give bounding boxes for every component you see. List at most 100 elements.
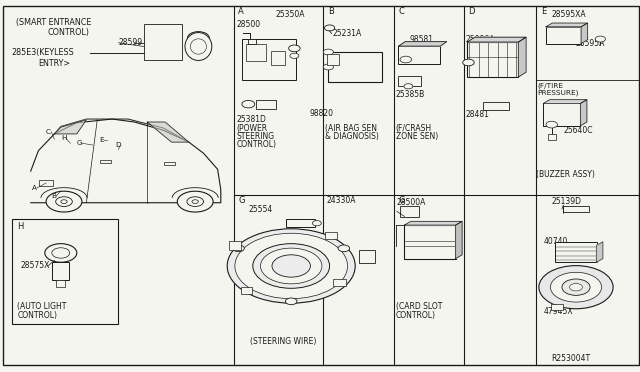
Bar xyxy=(548,134,556,140)
Bar xyxy=(545,27,581,44)
Text: 25385B: 25385B xyxy=(396,90,425,99)
Bar xyxy=(333,279,346,286)
Circle shape xyxy=(233,245,244,252)
Circle shape xyxy=(546,121,557,128)
Polygon shape xyxy=(456,221,462,259)
Text: PRESSURE): PRESSURE) xyxy=(538,90,579,96)
Text: 25640C: 25640C xyxy=(563,126,593,135)
Polygon shape xyxy=(54,120,86,134)
Bar xyxy=(164,162,175,165)
Circle shape xyxy=(570,283,582,291)
Bar xyxy=(256,100,276,109)
Circle shape xyxy=(539,266,613,309)
Circle shape xyxy=(45,244,77,262)
Text: 28500: 28500 xyxy=(237,20,261,29)
Bar xyxy=(483,102,509,110)
Text: D: D xyxy=(115,142,121,148)
Polygon shape xyxy=(596,242,603,262)
Bar xyxy=(39,180,53,186)
Circle shape xyxy=(562,279,590,295)
Text: R253004T: R253004T xyxy=(552,355,591,363)
Circle shape xyxy=(187,197,204,206)
Text: ENTRY>: ENTRY> xyxy=(38,59,70,68)
Circle shape xyxy=(52,248,70,258)
Text: G: G xyxy=(77,140,83,146)
Circle shape xyxy=(192,200,198,203)
Ellipse shape xyxy=(190,39,207,54)
Bar xyxy=(327,54,339,65)
Circle shape xyxy=(323,64,333,70)
Text: (F/CRASH: (F/CRASH xyxy=(396,124,431,133)
Circle shape xyxy=(338,245,349,252)
Text: 28500A: 28500A xyxy=(397,198,426,207)
Text: 285E3(KEYLESS: 285E3(KEYLESS xyxy=(12,48,74,57)
Circle shape xyxy=(324,25,335,31)
Text: & DIAGNOSIS): & DIAGNOSIS) xyxy=(325,132,379,141)
Circle shape xyxy=(177,191,213,212)
Text: H: H xyxy=(20,222,26,231)
Bar xyxy=(242,39,296,80)
Text: 98820: 98820 xyxy=(310,109,334,118)
Text: 25139D: 25139D xyxy=(552,197,582,206)
Bar xyxy=(56,280,65,287)
Text: 28599: 28599 xyxy=(118,38,143,47)
Bar xyxy=(246,44,266,61)
Bar xyxy=(241,287,252,294)
Bar xyxy=(359,250,375,263)
Text: (SMART ENTRANCE: (SMART ENTRANCE xyxy=(16,18,92,27)
Bar xyxy=(100,160,111,163)
Polygon shape xyxy=(543,100,587,103)
Circle shape xyxy=(242,100,255,108)
Text: 28595A: 28595A xyxy=(576,39,605,48)
Circle shape xyxy=(312,221,321,226)
Circle shape xyxy=(227,229,355,303)
Text: (AIR BAG SEN: (AIR BAG SEN xyxy=(325,124,377,133)
Polygon shape xyxy=(580,100,587,126)
Circle shape xyxy=(289,45,300,52)
Text: CONTROL): CONTROL) xyxy=(17,311,58,320)
Circle shape xyxy=(235,233,348,299)
Text: CONTROL): CONTROL) xyxy=(396,311,435,320)
Bar xyxy=(271,51,285,65)
Text: B: B xyxy=(51,193,56,199)
Circle shape xyxy=(595,36,605,42)
Polygon shape xyxy=(31,119,221,203)
Text: CONTROL): CONTROL) xyxy=(48,28,90,37)
Bar xyxy=(556,242,597,263)
Circle shape xyxy=(56,197,72,206)
Bar xyxy=(248,39,256,44)
Circle shape xyxy=(290,53,299,58)
Text: A: A xyxy=(238,7,244,16)
Bar xyxy=(467,42,518,77)
Bar xyxy=(144,24,182,60)
Text: 25350A: 25350A xyxy=(275,10,305,19)
Bar xyxy=(328,52,383,82)
Text: G: G xyxy=(398,196,404,205)
Bar xyxy=(52,262,69,280)
Circle shape xyxy=(463,59,474,66)
Text: 40740: 40740 xyxy=(544,237,568,246)
Circle shape xyxy=(61,200,67,203)
Bar xyxy=(543,103,580,126)
Text: 25554: 25554 xyxy=(248,205,273,214)
Bar xyxy=(12,219,118,324)
Text: CONTROL): CONTROL) xyxy=(237,140,277,149)
Text: 28595XA: 28595XA xyxy=(552,10,586,19)
Circle shape xyxy=(400,56,412,63)
Polygon shape xyxy=(518,37,526,77)
Polygon shape xyxy=(399,42,447,46)
Text: (POWER: (POWER xyxy=(237,124,268,133)
Text: C: C xyxy=(46,129,51,135)
Polygon shape xyxy=(404,221,462,225)
Polygon shape xyxy=(546,23,588,27)
Text: 24330A: 24330A xyxy=(326,196,356,205)
Text: STEERING: STEERING xyxy=(237,132,275,141)
Text: ZONE SEN): ZONE SEN) xyxy=(396,132,438,141)
Circle shape xyxy=(272,255,310,277)
Bar xyxy=(404,225,456,259)
Bar xyxy=(400,206,419,217)
Circle shape xyxy=(550,272,602,302)
Text: 25381D: 25381D xyxy=(237,115,267,124)
Text: C: C xyxy=(398,7,404,16)
Polygon shape xyxy=(581,23,588,44)
